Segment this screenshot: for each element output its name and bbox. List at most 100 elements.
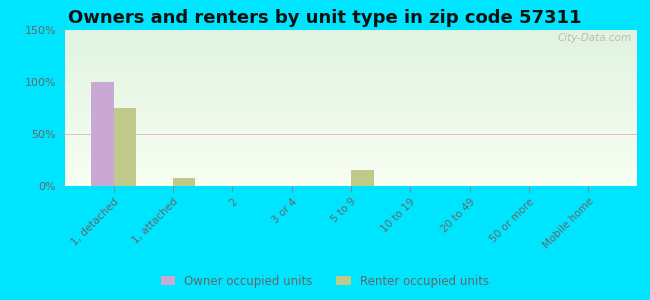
Bar (65, 130, 637, 131)
Bar (65, 74, 637, 75)
Bar (65, 56, 637, 58)
Bar (65, 147, 637, 148)
Bar (65, 175, 637, 177)
Bar (65, 69, 637, 70)
Bar (65, 183, 637, 184)
Bar (65, 173, 637, 175)
Bar (65, 99, 637, 100)
Bar (65, 119, 637, 121)
Bar (65, 44, 637, 46)
Bar (91, 82, 114, 186)
Bar (65, 184, 637, 186)
Bar (65, 47, 637, 49)
Text: City-Data.com: City-Data.com (557, 33, 631, 43)
Bar (65, 128, 637, 130)
Bar (65, 102, 637, 103)
Bar (65, 155, 637, 156)
Bar (65, 52, 637, 53)
Bar (65, 106, 637, 108)
Bar (65, 58, 637, 60)
Bar (65, 181, 637, 183)
Bar (65, 144, 637, 146)
Bar (65, 85, 637, 86)
Bar (65, 95, 637, 97)
Bar (65, 94, 637, 95)
Bar (65, 113, 637, 114)
Bar (65, 63, 637, 64)
Bar (65, 33, 637, 35)
Bar (65, 100, 637, 102)
Bar (65, 49, 637, 50)
Bar (65, 72, 637, 74)
Bar (65, 116, 637, 117)
Bar (65, 46, 637, 47)
Bar (65, 41, 637, 43)
Bar (65, 53, 637, 55)
Bar (65, 89, 637, 91)
Bar (65, 82, 637, 83)
Bar (65, 124, 637, 125)
Bar (65, 158, 637, 160)
Bar (65, 156, 637, 158)
Bar (65, 70, 637, 72)
Bar (65, 91, 637, 92)
Bar (65, 117, 637, 119)
Bar (65, 43, 637, 44)
Bar (65, 103, 637, 105)
Bar (65, 105, 637, 106)
Bar (65, 136, 637, 138)
Bar (65, 150, 637, 152)
Bar (65, 153, 637, 155)
Bar (65, 180, 637, 181)
Bar (65, 161, 637, 163)
Bar (65, 108, 637, 110)
Bar (65, 172, 637, 173)
Bar (65, 114, 637, 116)
Bar (65, 78, 637, 80)
Bar (65, 66, 637, 68)
Bar (65, 160, 637, 161)
Bar (65, 92, 637, 94)
Bar (65, 146, 637, 147)
Bar (65, 141, 637, 142)
Bar (65, 152, 637, 153)
Bar (65, 86, 637, 88)
Bar (65, 170, 637, 172)
Bar (114, 108, 136, 186)
Bar (65, 83, 637, 85)
Bar (65, 127, 637, 128)
Bar (65, 30, 637, 31)
Bar (65, 125, 637, 127)
Bar (65, 32, 637, 33)
Bar (65, 110, 637, 111)
Bar (65, 64, 637, 66)
Bar (65, 167, 637, 169)
Bar (65, 177, 637, 178)
Bar (65, 80, 637, 82)
Bar (65, 75, 637, 77)
Bar (65, 131, 637, 133)
Text: Owners and renters by unit type in zip code 57311: Owners and renters by unit type in zip c… (68, 9, 582, 27)
Bar (65, 178, 637, 180)
Bar (65, 77, 637, 78)
Bar (65, 133, 637, 134)
Bar (65, 164, 637, 166)
Bar (65, 148, 637, 150)
Bar (65, 88, 637, 89)
Bar (65, 38, 637, 39)
Bar (65, 138, 637, 139)
Bar (65, 134, 637, 136)
Bar (65, 97, 637, 99)
Bar (65, 36, 637, 38)
Bar (65, 61, 637, 63)
Bar (351, 170, 374, 186)
Bar (65, 139, 637, 141)
Bar (65, 39, 637, 41)
Bar (173, 178, 196, 186)
Bar (65, 166, 637, 167)
Bar (65, 60, 637, 61)
Bar (65, 55, 637, 56)
Bar (65, 111, 637, 113)
Bar (65, 50, 637, 52)
Bar (65, 121, 637, 122)
